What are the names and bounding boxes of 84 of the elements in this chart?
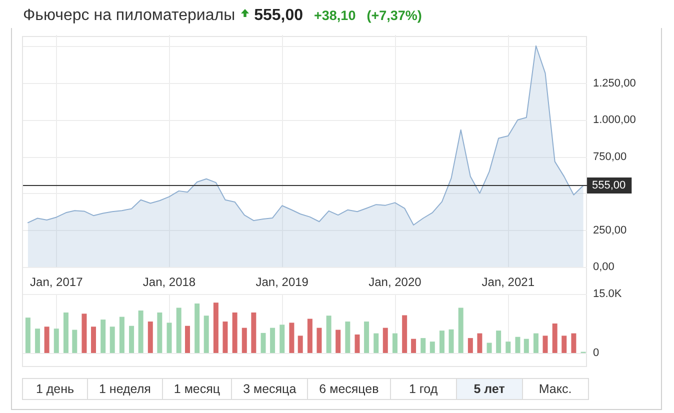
bar bbox=[374, 333, 379, 353]
chart-title: Фьючерс на пиломатериалы bbox=[23, 7, 236, 25]
bar bbox=[477, 333, 482, 353]
y-tick-label: 1.250,00 bbox=[593, 77, 636, 90]
bar bbox=[194, 303, 200, 353]
bar bbox=[91, 326, 96, 353]
bar bbox=[298, 336, 303, 353]
x-tick-label: Jan, 2017 bbox=[30, 275, 84, 289]
bar bbox=[251, 312, 256, 353]
bar bbox=[336, 330, 341, 353]
text: 1 день bbox=[22, 378, 88, 400]
ref-line-label: 555,00 bbox=[592, 180, 626, 192]
text: 1 год bbox=[390, 378, 457, 400]
bar bbox=[420, 338, 426, 353]
bar bbox=[185, 326, 190, 353]
bar bbox=[364, 322, 370, 353]
bar bbox=[280, 324, 285, 353]
bar bbox=[222, 322, 228, 353]
bar bbox=[392, 333, 398, 353]
bar bbox=[402, 315, 408, 353]
bar bbox=[270, 328, 276, 353]
bar bbox=[326, 316, 332, 353]
bar bbox=[496, 330, 502, 353]
x-tick-label: Jan, 2018 bbox=[142, 275, 196, 289]
y-tick-label: 0 bbox=[593, 347, 600, 359]
bar bbox=[515, 336, 520, 353]
bar bbox=[35, 328, 40, 353]
bar bbox=[260, 332, 266, 353]
bar bbox=[138, 310, 144, 353]
bar bbox=[382, 328, 388, 353]
bar bbox=[148, 322, 153, 353]
bar bbox=[204, 316, 209, 353]
bar bbox=[242, 328, 247, 353]
y-tick-label: 1.000,00 bbox=[593, 114, 636, 126]
bar bbox=[345, 322, 350, 353]
text: 1 месяц bbox=[162, 378, 232, 400]
bar bbox=[533, 333, 538, 353]
text: 555,00 bbox=[254, 7, 304, 25]
bar bbox=[63, 312, 68, 353]
bar bbox=[157, 312, 162, 353]
text: (+7,37%) bbox=[366, 8, 422, 23]
bar bbox=[468, 338, 473, 353]
bar bbox=[571, 333, 576, 353]
text: Макс. bbox=[522, 378, 589, 400]
bar bbox=[307, 318, 312, 353]
text: 3 месяца bbox=[232, 378, 308, 400]
bar bbox=[72, 330, 78, 353]
bar bbox=[129, 326, 134, 353]
bar bbox=[110, 326, 115, 353]
bar bbox=[44, 326, 50, 353]
bar bbox=[213, 302, 218, 353]
bar bbox=[232, 312, 238, 353]
text: 1 неделя bbox=[88, 378, 163, 400]
y-tick-label: 15.0K bbox=[593, 288, 622, 300]
bar bbox=[166, 322, 172, 353]
bar bbox=[542, 336, 548, 353]
x-tick-label: Jan, 2021 bbox=[482, 275, 535, 289]
bar bbox=[25, 318, 30, 353]
bar bbox=[176, 308, 182, 353]
bar bbox=[100, 320, 106, 353]
text: +38,10 bbox=[314, 8, 356, 23]
bar bbox=[119, 316, 124, 353]
bar bbox=[486, 342, 492, 353]
y-tick-label: 0,00 bbox=[593, 261, 614, 273]
bar bbox=[54, 328, 59, 353]
bar bbox=[458, 308, 464, 353]
text: 5 лет bbox=[456, 378, 523, 400]
bar bbox=[411, 338, 416, 353]
text: 6 месяцев bbox=[308, 378, 391, 400]
bar bbox=[82, 314, 87, 353]
bar bbox=[506, 342, 511, 353]
y-tick-label: 250,00 bbox=[593, 224, 627, 236]
bar bbox=[354, 334, 360, 353]
x-tick-label: Jan, 2020 bbox=[368, 275, 422, 289]
bar bbox=[439, 330, 444, 353]
bar bbox=[316, 328, 322, 353]
bar bbox=[448, 329, 454, 353]
bar bbox=[430, 342, 435, 353]
bar bbox=[562, 336, 567, 353]
y-tick-label: 750,00 bbox=[593, 150, 627, 163]
bar bbox=[524, 338, 529, 353]
x-tick-label: Jan, 2019 bbox=[256, 275, 309, 289]
bar bbox=[552, 324, 558, 353]
bar bbox=[289, 322, 294, 353]
